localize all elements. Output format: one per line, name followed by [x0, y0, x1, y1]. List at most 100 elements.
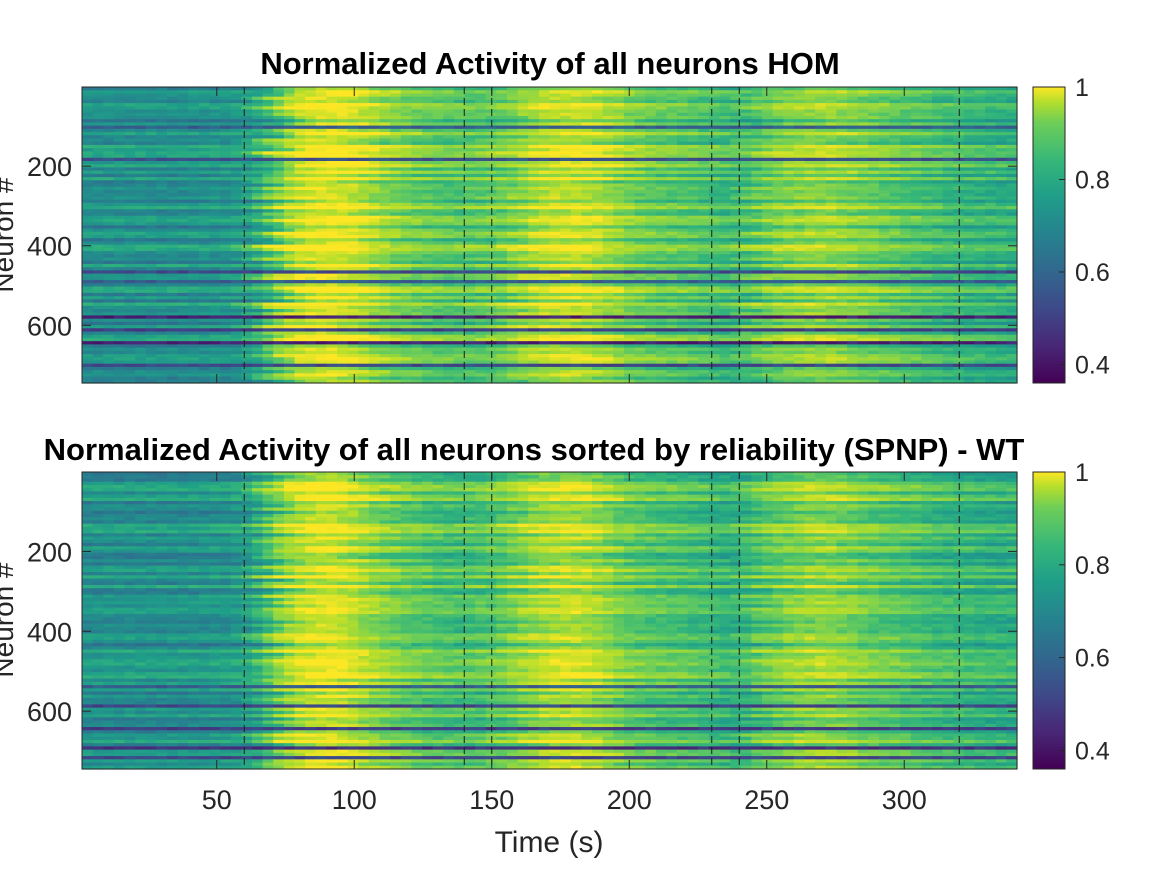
heatmap-cell [443, 96, 455, 101]
heatmap-cell [804, 183, 816, 188]
heatmap-cell [496, 109, 508, 114]
heatmap-cell [347, 87, 359, 91]
heatmap-cell [963, 135, 976, 140]
heatmap-cell [878, 170, 891, 175]
heatmap-cell [156, 96, 168, 101]
heatmap-cell [92, 112, 104, 117]
heatmap-cell [836, 180, 848, 185]
heatmap-cell [305, 157, 317, 162]
heatmap-cell [252, 99, 264, 104]
heatmap-cell [315, 157, 327, 162]
heatmap-cell [453, 186, 466, 191]
heatmap-cell [995, 125, 1007, 130]
heatmap-cell [252, 180, 264, 185]
heatmap-cell [188, 173, 200, 178]
heatmap-cell [751, 115, 763, 120]
heatmap-cell [283, 154, 296, 159]
heatmap-cell [475, 87, 487, 91]
heatmap-cell [762, 93, 774, 98]
heatmap-cell [422, 151, 434, 156]
heatmap-cell [507, 119, 519, 123]
heatmap-cell [92, 109, 104, 114]
heatmap-cell [124, 167, 136, 172]
heatmap-cell [836, 161, 848, 165]
heatmap-cell [92, 103, 104, 107]
heatmap-cell [209, 90, 221, 95]
heatmap-cell [974, 125, 986, 130]
heatmap-cell [581, 151, 593, 156]
heatmap-cell [538, 170, 551, 175]
heatmap-cell [655, 109, 667, 114]
heatmap-cell [560, 115, 572, 120]
heatmap-cell [528, 103, 540, 107]
heatmap-cell [549, 164, 561, 169]
heatmap-cell [517, 154, 529, 159]
heatmap-cell [740, 177, 752, 181]
heatmap-cell [932, 103, 944, 107]
heatmap-cell [995, 115, 1007, 120]
heatmap-cell [326, 128, 338, 133]
heatmap-cell [113, 157, 126, 162]
heatmap-cell [581, 177, 593, 181]
heatmap-cell [294, 128, 306, 133]
heatmap-cell [538, 183, 551, 188]
heatmap-cell [379, 148, 391, 152]
heatmap-cell [698, 186, 710, 191]
heatmap-cell [804, 99, 816, 104]
heatmap-cell [1006, 148, 1018, 152]
heatmap-cell [422, 141, 434, 146]
heatmap-cell [475, 132, 487, 136]
heatmap-cell [220, 93, 232, 98]
heatmap-cell [411, 141, 423, 146]
heatmap-cell [358, 122, 370, 127]
heatmap-cell [167, 93, 179, 98]
heatmap-cell [602, 157, 614, 162]
heatmap-cell [815, 109, 827, 114]
heatmap-cell [188, 93, 200, 98]
heatmap-cell [145, 122, 157, 127]
heatmap-cell [602, 122, 614, 127]
heatmap-cell [326, 103, 338, 107]
heatmap-cell [698, 148, 710, 152]
heatmap-cell [623, 122, 636, 127]
heatmap-cell [400, 183, 412, 188]
heatmap-cell [379, 125, 391, 130]
heatmap-cell [241, 115, 253, 120]
heatmap-cell [82, 115, 94, 120]
heatmap-cell [687, 154, 699, 159]
heatmap-cell [315, 177, 327, 181]
heatmap-cell [878, 148, 891, 152]
heatmap-cell [475, 122, 487, 127]
heatmap-cell [921, 141, 933, 146]
heatmap-cell [177, 132, 189, 136]
heatmap-cell [868, 109, 880, 114]
heatmap-cell [453, 157, 466, 162]
heatmap-cell [645, 132, 657, 136]
heatmap-cell [549, 144, 561, 149]
heatmap-cell [167, 103, 179, 107]
heatmap-cell [974, 115, 986, 120]
heatmap-cell [496, 157, 508, 162]
heatmap-cell [623, 141, 636, 146]
heatmap-cell [432, 90, 444, 95]
heatmap-cell [411, 157, 423, 162]
heatmap-cell [177, 173, 189, 178]
heatmap-cell [592, 141, 604, 146]
heatmap-cell [390, 141, 402, 146]
heatmap-cell [825, 161, 837, 165]
heatmap-cell [135, 112, 147, 117]
heatmap-cell [135, 144, 147, 149]
heatmap-cell [103, 141, 115, 146]
heatmap-cell [740, 167, 752, 172]
heatmap-cell [82, 186, 94, 191]
heatmap-cell [900, 151, 912, 156]
heatmap-cell [687, 115, 699, 120]
heatmap-cell [581, 115, 593, 120]
heatmap-cell [305, 122, 317, 127]
heatmap-cell [113, 90, 126, 95]
heatmap-cell [368, 151, 381, 156]
heatmap-cell [432, 138, 444, 143]
heatmap-cell [443, 154, 455, 159]
heatmap-cell [294, 151, 306, 156]
heatmap-cell [379, 87, 391, 91]
